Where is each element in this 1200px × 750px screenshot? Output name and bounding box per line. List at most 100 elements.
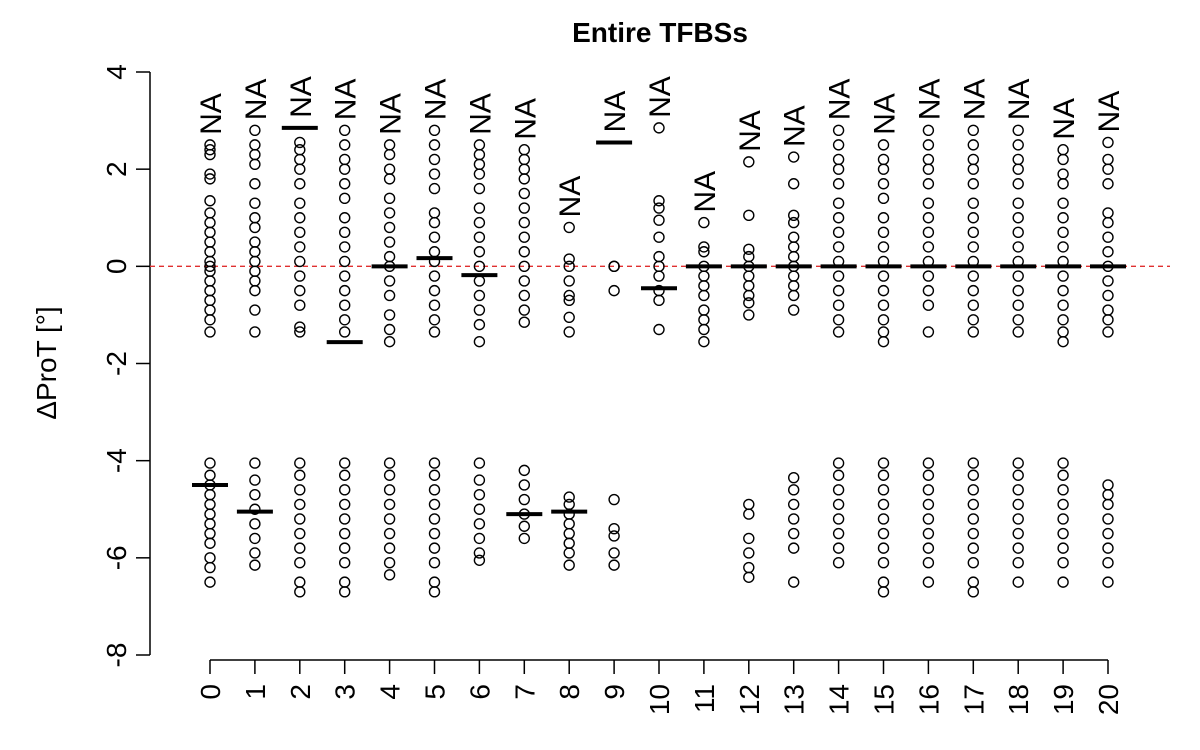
data-point — [249, 503, 261, 515]
data-point — [788, 250, 800, 263]
data-point — [383, 139, 396, 151]
data-point — [204, 527, 216, 540]
x-tick-label: 6 — [464, 684, 495, 700]
data-point — [473, 139, 486, 151]
x-tick-label: 9 — [599, 684, 630, 700]
data-point — [294, 576, 306, 588]
x-tick-label: 3 — [330, 684, 361, 700]
data-point — [1012, 299, 1024, 311]
data-point — [1057, 469, 1069, 481]
data-point — [383, 569, 396, 581]
data-point — [922, 542, 935, 554]
data-point — [339, 513, 351, 525]
data-point — [1057, 314, 1069, 326]
data-point — [967, 484, 979, 496]
data-point — [204, 314, 216, 326]
data-point — [473, 246, 486, 258]
data-point — [428, 556, 441, 569]
data-point — [339, 469, 351, 481]
data-point — [1102, 556, 1114, 569]
na-label: NA — [464, 93, 497, 135]
na-label: NA — [285, 76, 318, 118]
data-point — [922, 212, 935, 224]
na-label: NA — [1048, 98, 1081, 140]
data-point — [249, 488, 261, 501]
data-point — [563, 498, 575, 511]
data-point — [339, 139, 351, 151]
data-point — [877, 576, 890, 588]
data-point — [877, 326, 890, 338]
data-point — [518, 246, 530, 258]
data-point — [294, 241, 306, 253]
data-point — [383, 250, 396, 263]
data-point — [249, 221, 261, 234]
data-point — [1102, 498, 1114, 511]
na-label: NA — [375, 93, 408, 135]
data-point — [1012, 556, 1024, 569]
data-point — [967, 513, 979, 525]
data-point — [743, 209, 755, 222]
data-point — [877, 139, 890, 151]
data-point — [204, 207, 216, 219]
data-point — [294, 498, 306, 511]
y-tick-label: 2 — [101, 161, 132, 177]
data-point — [563, 527, 575, 540]
data-point — [383, 207, 396, 219]
data-point — [1102, 231, 1114, 243]
data-point — [249, 148, 261, 161]
data-point — [788, 289, 800, 302]
data-point — [608, 530, 620, 542]
data-point — [294, 226, 306, 239]
data-point — [339, 576, 351, 588]
data-point — [383, 221, 396, 234]
data-point — [428, 231, 441, 243]
data-point — [1012, 326, 1024, 338]
data-point — [1057, 513, 1069, 525]
na-label: NA — [869, 93, 902, 135]
data-point — [1102, 479, 1114, 491]
na-label: NA — [195, 93, 228, 135]
data-point — [743, 243, 755, 256]
data-point — [249, 304, 261, 316]
data-point — [877, 153, 890, 166]
data-point — [383, 192, 396, 205]
data-point — [1012, 241, 1024, 253]
data-point — [788, 270, 800, 282]
data-point — [204, 275, 216, 287]
data-point — [743, 280, 755, 292]
data-point — [204, 226, 216, 239]
data-point — [294, 469, 306, 481]
data-point — [294, 484, 306, 496]
data-point — [922, 197, 935, 209]
data-point — [204, 195, 216, 207]
data-point — [204, 457, 216, 469]
na-label: NA — [1003, 79, 1036, 121]
data-point — [294, 284, 306, 297]
data-point — [743, 250, 755, 263]
data-point — [877, 542, 890, 554]
data-point — [922, 469, 935, 481]
data-point — [1057, 326, 1069, 338]
data-point — [1057, 527, 1069, 540]
data-point — [1057, 153, 1069, 166]
data-point — [832, 197, 845, 209]
data-point — [249, 178, 261, 190]
data-point — [339, 241, 351, 253]
data-point — [877, 527, 890, 540]
data-point — [204, 488, 216, 501]
data-point — [473, 168, 486, 180]
data-point — [922, 241, 935, 253]
data-point — [294, 542, 306, 554]
data-point — [339, 299, 351, 311]
data-point — [967, 139, 979, 151]
data-point — [563, 289, 575, 302]
data-point — [563, 311, 575, 324]
data-point — [922, 153, 935, 166]
data-point — [518, 216, 530, 229]
data-point — [877, 226, 890, 239]
data-point — [1057, 144, 1069, 156]
data-point — [428, 284, 441, 297]
data-point — [428, 484, 441, 496]
data-point — [832, 469, 845, 481]
